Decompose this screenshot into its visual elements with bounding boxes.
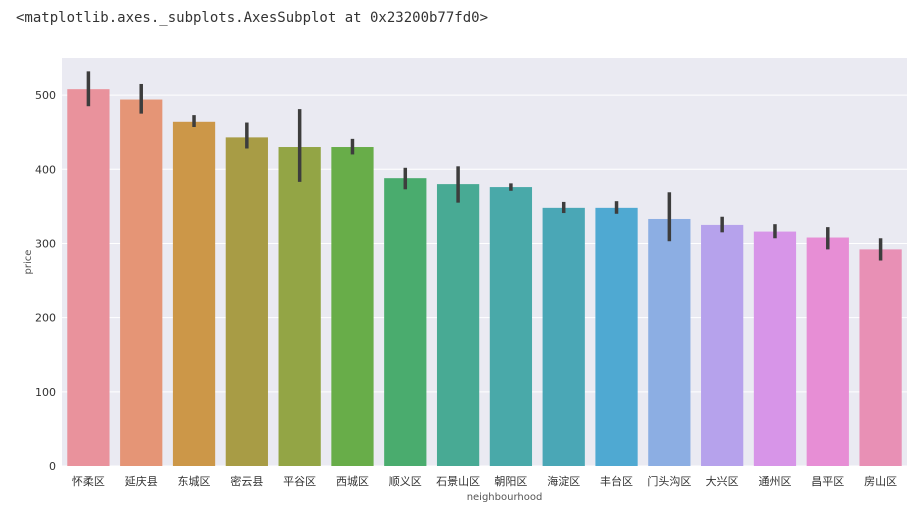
- y-axis-label: price: [23, 250, 34, 275]
- y-tick-label: 200: [35, 312, 56, 325]
- x-tick-label: 通州区: [758, 475, 791, 488]
- y-tick-label: 100: [35, 386, 56, 399]
- bar: [67, 89, 110, 466]
- bar: [595, 207, 638, 466]
- x-tick-label: 昌平区: [811, 475, 844, 488]
- x-tick-label: 东城区: [178, 475, 211, 488]
- bar: [120, 99, 163, 467]
- x-tick-label: 西城区: [336, 475, 369, 488]
- x-axis-label: neighbourhood: [467, 492, 543, 503]
- x-ticks: 怀柔区 延庆县 东城区 密云县 平谷区 西城区 顺义区 石景山区 朝阳区 海淀区 丰台区 门头沟区 大兴…: [72, 474, 897, 488]
- bars: [67, 89, 902, 467]
- x-tick-label: 丰台区: [600, 474, 633, 488]
- x-tick-label: 朝阳区: [494, 475, 527, 488]
- bar: [278, 147, 321, 466]
- x-tick-label: 房山区: [864, 475, 897, 488]
- x-tick-label: 顺义区: [389, 475, 422, 488]
- y-tick-label: 300: [35, 237, 56, 250]
- bar: [648, 218, 691, 466]
- bar: [172, 121, 216, 467]
- y-tick-label: 0: [49, 460, 56, 473]
- x-tick-label: 怀柔区: [72, 475, 105, 488]
- x-tick-label: 密云县: [230, 474, 263, 488]
- bar: [542, 207, 585, 466]
- bar: [701, 224, 744, 466]
- output-repr: <matplotlib.axes._subplots.AxesSubplot a…: [16, 10, 489, 26]
- y-tick-label: 500: [35, 89, 56, 102]
- bar: [331, 147, 374, 466]
- x-tick-label: 大兴区: [706, 474, 739, 488]
- y-tick-label: 400: [35, 163, 56, 176]
- bar: [225, 137, 268, 466]
- bar: [753, 231, 797, 466]
- bar: [436, 184, 480, 467]
- bar: [806, 237, 849, 466]
- error-bars: [86, 71, 883, 261]
- x-tick-label: 海淀区: [547, 474, 580, 488]
- x-tick-label: 平谷区: [283, 475, 316, 488]
- x-tick-label: 门头沟区: [647, 474, 691, 488]
- bar: [489, 187, 533, 467]
- bar: [384, 178, 427, 466]
- bar: [859, 249, 902, 466]
- x-tick-label: 石景山区: [436, 475, 480, 488]
- x-tick-label: 延庆县: [125, 474, 158, 488]
- y-ticks: 0 100 200 300 400 500: [35, 89, 56, 473]
